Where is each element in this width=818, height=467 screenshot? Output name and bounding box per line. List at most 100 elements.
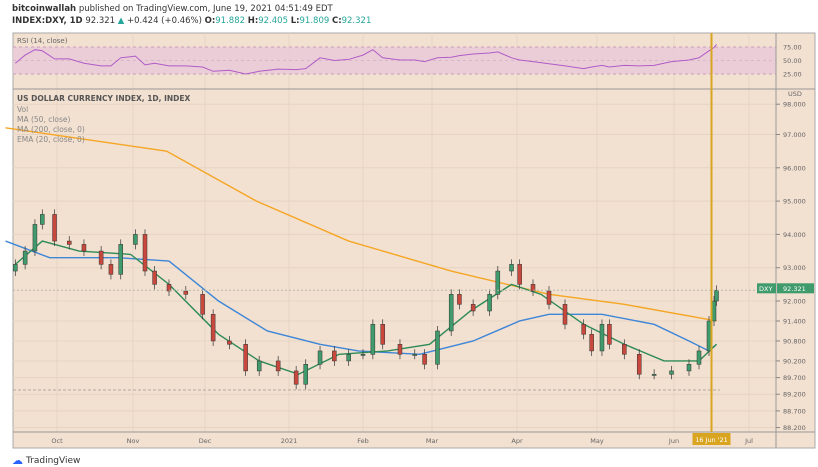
last-price: 92.321 [85,16,116,26]
candle-down [275,360,281,372]
price-tick-label: 88.700 [783,407,806,415]
candle-down [422,354,427,365]
price-tick-label: 97.000 [783,131,806,139]
up-arrow-icon: ▲ [117,16,125,26]
low-value: 91.809 [299,16,330,26]
candle-down [166,284,172,292]
candle-up [118,244,123,275]
legend-ema20[interactable]: EMA (20, close, 0) [17,135,85,144]
price-tick-label: 90.200 [783,357,806,365]
crosshair-date-box [692,433,731,445]
price-tick-label: 95.000 [783,198,806,206]
candle-down [183,290,189,295]
symbol-tag-label: DXY [759,285,772,293]
candle-up [32,224,38,252]
candle-up [651,374,657,376]
rsi-tick-label: 75.00 [783,44,802,52]
candle-up [40,214,45,225]
candle-down [581,324,586,335]
rsi-line [15,43,717,75]
time-tick-label: Apr [511,437,523,445]
candle-down [622,344,627,355]
price-tick-label: 91.400 [783,317,806,325]
high-label: H: [247,16,259,26]
rsi-tick-label: 25.00 [783,71,802,79]
candle-up [487,294,492,312]
time-tick-label: Feb [357,437,369,445]
candle-up [256,360,262,372]
candle-down [200,294,205,315]
last-price-tag [777,283,814,294]
symbol-tag [757,283,776,294]
candle-up [711,300,717,322]
candle-down [108,264,114,275]
legend-ma50[interactable]: MA (50, close) [17,115,71,124]
candle-up [412,354,417,356]
candle-up [317,350,323,365]
candle-down [243,344,248,372]
price-tick-label: 93.000 [783,264,806,272]
candle-down [607,324,612,345]
time-tick-label: May [590,437,604,445]
time-tick-label: Jun [668,437,679,445]
ohlc-bar: INDEX:DXY, 1D 92.321 ▲ +0.424 (+0.46%) O… [12,16,371,26]
candle-up [696,350,702,365]
legend-title: US DOLLAR CURRENCY INDEX, 1D, INDEX [17,94,191,103]
price-tick-label: 92.000 [783,298,806,306]
legend-ma200[interactable]: MA (200, close, 0) [17,125,85,134]
close-value: 92.321 [341,16,372,26]
candle-up [303,364,308,385]
candle-down [142,234,148,272]
high-value: 92.405 [258,16,288,26]
candle-down [546,290,552,305]
candle-down [562,304,568,325]
candle-up [706,320,712,352]
candle-down [98,250,104,265]
ma200-line [5,127,717,322]
candle-down [470,304,476,312]
legend-vol[interactable]: Vol [17,105,28,114]
crosshair-date-label: 16 Jun '21 [695,436,728,444]
low-label: L: [290,16,300,26]
time-tick-label: Oct [51,437,63,445]
price-tick-label: 88.200 [783,424,806,432]
time-tick-label: Jul [744,437,753,445]
candle-down [210,314,216,342]
time-tick-label: 2021 [281,437,298,445]
candle-down [52,214,57,242]
open-label: O: [204,16,216,26]
currency-label: USD [788,90,802,98]
candle-up [346,354,351,362]
candle-down [589,334,594,352]
candle-down [457,294,462,305]
price-tick-label: 98.000 [783,101,806,109]
symbol: INDEX:DXY, 1D [12,16,83,26]
price-tick-label: 89.700 [783,374,806,382]
candle-down [397,344,403,355]
candle-down [530,284,536,292]
candle-down [152,270,157,285]
candle-down [636,354,642,375]
candle-up [435,330,440,365]
time-tick-label: Dec [199,437,212,445]
candle-up [370,324,376,355]
tradingview-logo[interactable]: ☁ TradingView [12,454,80,467]
candle-up [495,270,501,295]
candle-up [714,290,719,302]
publish-date: published on TradingView.com, June 19, 2… [78,4,333,14]
candle-down [227,340,232,345]
price-tick-label: 94.000 [783,231,806,239]
candle-down [81,244,87,252]
ma50-line [5,240,717,355]
candle-down [67,240,72,245]
candle-up [686,364,692,372]
candle-up [13,264,18,272]
price-tick-label: 89.200 [783,391,806,399]
candle-up [133,234,138,245]
last-price-tag-label: 92.321 [783,285,806,293]
candle-down [517,264,522,285]
rsi-tick-label: 50.00 [783,57,802,65]
brand-name: TradingView [26,455,81,466]
author[interactable]: bitcoinwallah [12,4,77,14]
